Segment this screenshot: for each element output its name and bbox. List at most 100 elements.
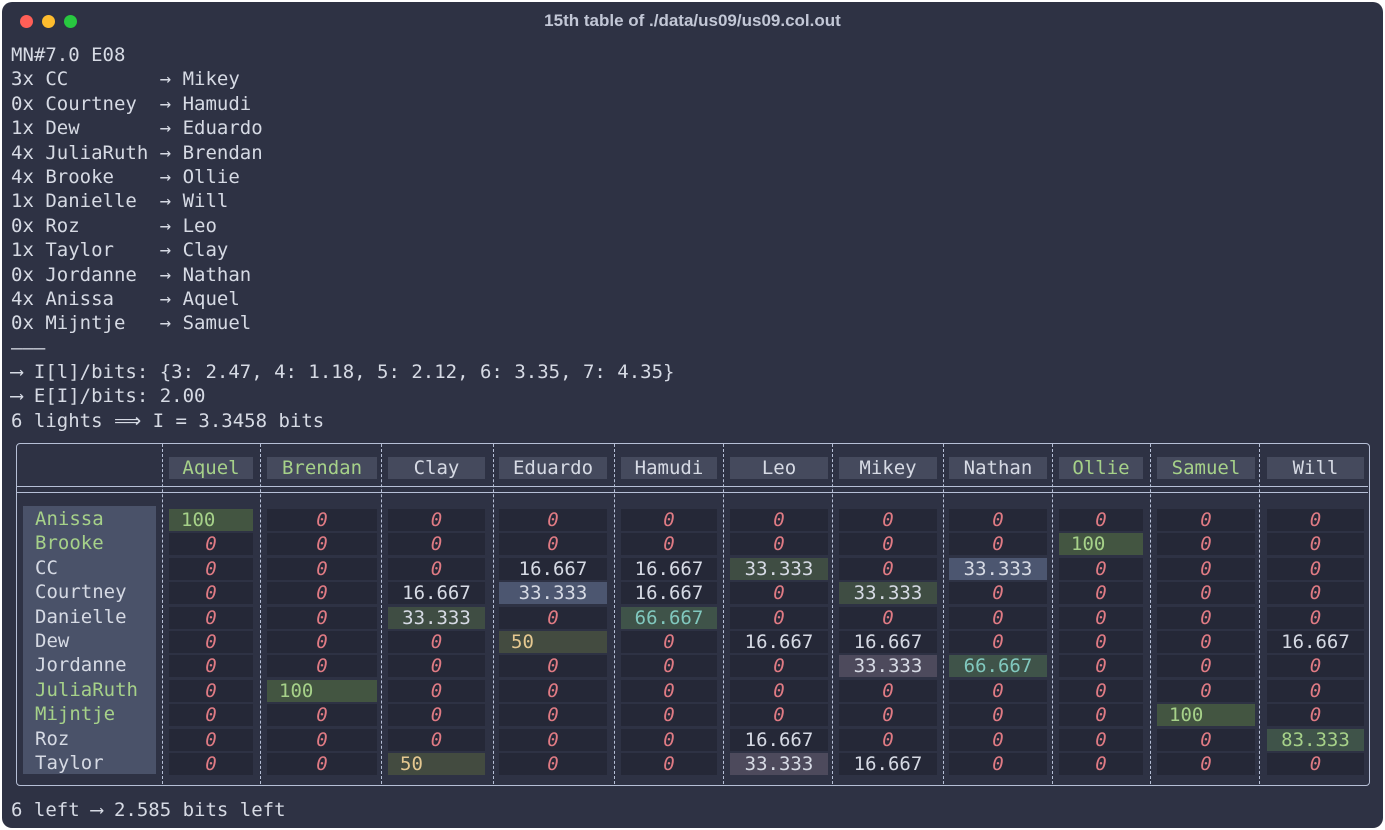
column-header: Hamudi — [621, 457, 717, 479]
minimize-button[interactable] — [42, 15, 55, 28]
table-cell: 0 — [169, 679, 253, 702]
table-cell: 0 — [267, 655, 377, 678]
table-cell: 33.333 — [839, 582, 937, 605]
table-cell: 0 — [169, 728, 253, 751]
table-cell: 0 — [730, 679, 828, 702]
table-cell: 16.667 — [839, 631, 937, 653]
table-cell: 0 — [267, 509, 377, 531]
log-line: 0x Mijntje → Samuel — [11, 312, 252, 335]
table-cell: 16.667 — [499, 557, 607, 580]
table-cell: 0 — [169, 557, 253, 580]
table-cell: 0 — [1059, 509, 1143, 531]
table-cell: 0 — [1157, 509, 1255, 531]
table-cell: 0 — [730, 606, 828, 629]
table-cell: 0 — [1267, 753, 1364, 775]
table-cell: 0 — [1059, 631, 1143, 653]
table-cell: 0 — [1267, 655, 1364, 678]
table-cell: 33.333 — [839, 655, 937, 678]
table-cell: 0 — [267, 582, 377, 605]
table-cell: 0 — [169, 655, 253, 678]
row-label: Roz — [35, 727, 70, 750]
table-cell: 0 — [499, 509, 607, 531]
table-cell: 0 — [499, 606, 607, 629]
header-separator — [17, 486, 1368, 487]
table-cell: 0 — [1267, 704, 1364, 727]
table-cell: 0 — [839, 509, 937, 531]
footer-status: 6 left ⟶ 2.585 bits left — [11, 799, 286, 821]
row-label: Mijntje — [35, 703, 116, 726]
table-cell: 0 — [839, 679, 937, 702]
table-cell: 0 — [169, 606, 253, 629]
table-cell: 0 — [621, 533, 717, 556]
table-cell: 0 — [388, 704, 485, 727]
table-cell: 0 — [1267, 679, 1364, 702]
table-cell: 0 — [1059, 655, 1143, 678]
row-label: Courtney — [35, 581, 127, 604]
row-label: JuliaRuth — [35, 678, 138, 701]
table-cell: 33.333 — [730, 557, 828, 580]
table-cell: 0 — [1157, 679, 1255, 702]
table-cell: 0 — [267, 557, 377, 580]
probability-table: Aquel Brendan Clay Eduardo Hamudi Leo Mikey Nat… — [16, 443, 1370, 786]
table-cell: 0 — [1059, 679, 1143, 702]
column-header: Ollie — [1059, 457, 1143, 479]
column-header: Mikey — [839, 457, 937, 479]
row-label: Anissa — [35, 508, 104, 530]
log-line: 1x Dew → Eduardo — [11, 117, 263, 140]
row-label: Dew — [35, 630, 70, 652]
table-cell: 0 — [267, 533, 377, 556]
maximize-button[interactable] — [64, 15, 77, 28]
table-cell: 33.333 — [949, 557, 1047, 580]
table-cell: 0 — [499, 533, 607, 556]
table-cell: 0 — [267, 753, 377, 775]
table-cell: 0 — [839, 728, 937, 751]
table-cell: 0 — [388, 631, 485, 653]
table-cell: 0 — [388, 533, 485, 556]
log-line: 1x Taylor → Clay — [11, 239, 229, 262]
log-line: 1x Danielle → Will — [11, 190, 229, 213]
row-labels-background — [23, 506, 156, 774]
column-separator — [723, 444, 724, 784]
table-cell: 0 — [169, 631, 253, 653]
table-cell: 0 — [730, 509, 828, 531]
table-cell: 0 — [499, 679, 607, 702]
table-cell: 0 — [1267, 557, 1364, 580]
table-cell: 0 — [1059, 753, 1143, 775]
table-cell: 0 — [621, 509, 717, 531]
table-cell: 0 — [388, 679, 485, 702]
table-cell: 0 — [839, 533, 937, 556]
column-header: Clay — [388, 457, 485, 479]
table-cell: 16.667 — [621, 582, 717, 605]
table-cell: 0 — [949, 606, 1047, 629]
column-header: Eduardo — [499, 457, 607, 479]
table-cell: 0 — [730, 533, 828, 556]
column-separator — [162, 444, 163, 784]
column-separator — [1259, 444, 1260, 784]
close-button[interactable] — [20, 15, 33, 28]
table-cell: 0 — [499, 728, 607, 751]
table-cell: 50 — [388, 753, 485, 775]
log-line: ⟶ E[I]/bits: 2.00 — [11, 385, 206, 408]
table-cell: 0 — [1157, 655, 1255, 678]
column-separator — [1052, 444, 1053, 784]
table-cell: 0 — [621, 631, 717, 653]
table-cell: 0 — [949, 631, 1047, 653]
table-cell: 0 — [169, 582, 253, 605]
table-cell: 0 — [1059, 704, 1143, 727]
column-header: Brendan — [267, 457, 377, 479]
table-cell: 0 — [169, 753, 253, 775]
column-header: Nathan — [949, 457, 1047, 479]
table-cell: 0 — [388, 509, 485, 531]
column-separator — [493, 444, 494, 784]
table-cell: 0 — [839, 606, 937, 629]
table-cell: 0 — [621, 704, 717, 727]
table-cell: 0 — [388, 655, 485, 678]
table-cell: 0 — [621, 679, 717, 702]
column-separator — [943, 444, 944, 784]
title-bar: 15th table of ./data/us09/us09.col.out — [2, 2, 1383, 40]
table-cell: 0 — [169, 533, 253, 556]
table-cell: 0 — [839, 557, 937, 580]
table-cell: 0 — [267, 728, 377, 751]
table-cell: 0 — [1059, 606, 1143, 629]
